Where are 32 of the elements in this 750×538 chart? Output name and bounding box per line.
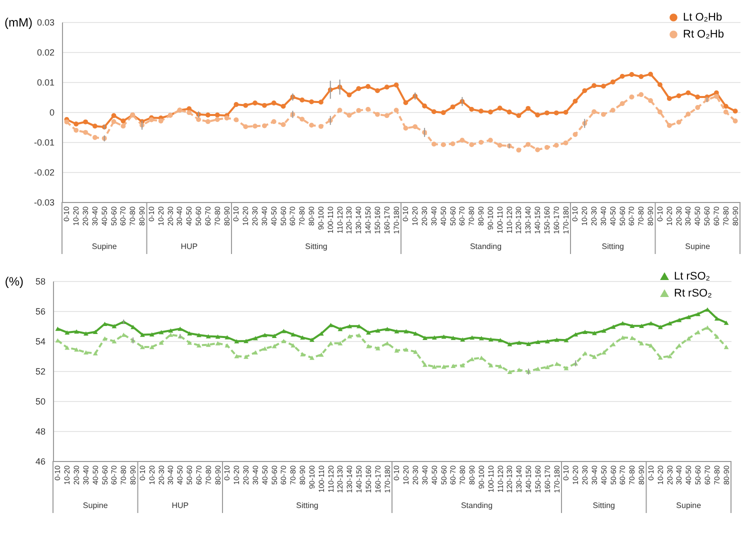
y-tick-label: 56: [35, 306, 46, 316]
y-tick-label: -0.03: [34, 198, 54, 208]
y-tick-label: 46: [35, 456, 46, 466]
legend-label: Rt rSO₂: [674, 288, 712, 300]
y-tick-label: -0.01: [34, 138, 54, 148]
legend-label: Lt O₂Hb: [683, 12, 722, 24]
text: Standing: [460, 501, 493, 510]
text: Sitting: [592, 501, 615, 510]
y-tick-label: 52: [35, 366, 46, 376]
text: Supine: [676, 501, 702, 510]
y-tick-label: 58: [35, 276, 46, 286]
text: Sitting: [305, 242, 328, 251]
y-tick-label: 0.01: [36, 78, 54, 88]
y-tick-label: 54: [35, 336, 46, 346]
y-axis-title: (mM): [4, 16, 33, 30]
y-tick-label: 50: [35, 396, 46, 406]
text: HUP: [180, 242, 198, 251]
y-tick-label: -0.02: [34, 168, 54, 178]
text: Supine: [82, 501, 108, 510]
y-tick-label: 0: [49, 108, 54, 118]
legend-label: Lt rSO₂: [674, 270, 710, 282]
y-axis-title: (%): [4, 274, 24, 288]
text: Sitting: [602, 242, 624, 251]
text: HUP: [172, 501, 189, 510]
text: Sitting: [296, 501, 318, 510]
text: Standing: [470, 242, 502, 251]
text: Supine: [685, 242, 711, 251]
text: Supine: [92, 242, 118, 251]
legend-label: Rt O₂Hb: [683, 28, 724, 40]
y-tick-label: 0.03: [36, 18, 54, 28]
y-tick-label: 48: [35, 426, 46, 436]
y-tick-label: 0.02: [36, 48, 54, 58]
